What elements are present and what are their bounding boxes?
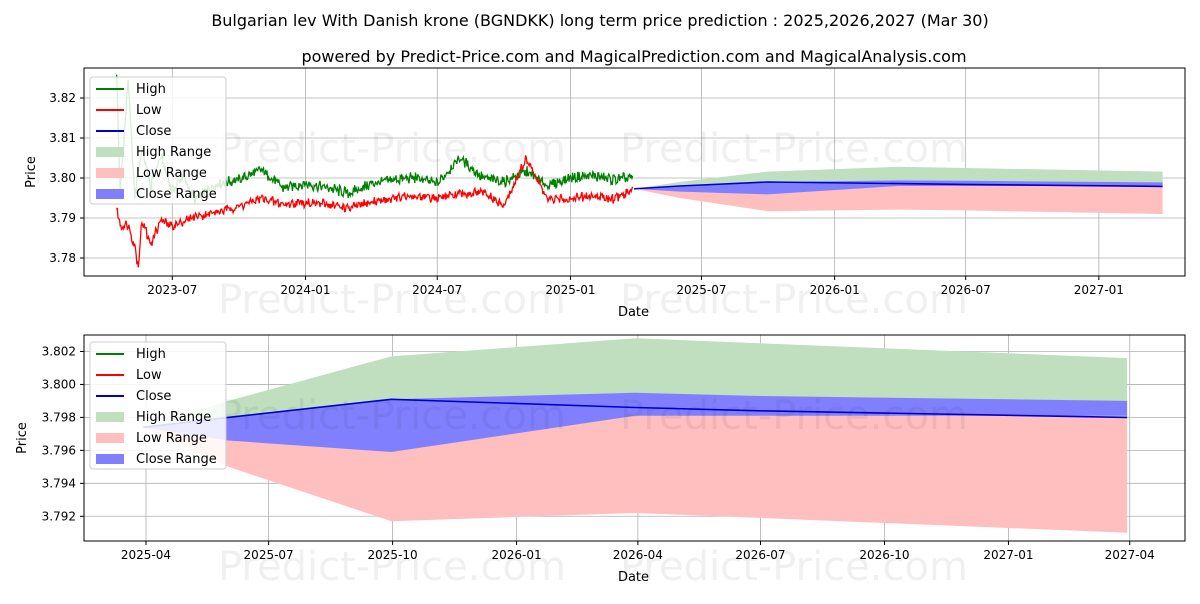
y-tick-label: 3.79 [49, 211, 76, 225]
legend-label-low-range: Low Range [136, 166, 207, 181]
watermark-text: Predict-Price.com [218, 393, 566, 439]
legend-label-close-range: Close Range [136, 452, 217, 467]
x-tick-label: 2025-04 [121, 548, 171, 562]
x-tick-label: 2027-01 [983, 548, 1033, 562]
watermark-text: Predict-Price.com [620, 277, 968, 323]
plot-area [143, 338, 1128, 533]
legend-label-low: Low [136, 368, 162, 383]
chart-subtitle: powered by Predict-Price.com and Magical… [301, 47, 966, 66]
x-axis-label: Date [618, 570, 649, 585]
y-axis-label: Price [15, 422, 30, 454]
legend-swatch-close-range [96, 189, 124, 199]
legend-label-high-range: High Range [136, 410, 211, 425]
watermark-text: Predict-Price.com [620, 393, 968, 439]
legend-swatch-low-range [96, 433, 124, 443]
x-tick-label: 2024-07 [412, 283, 462, 297]
watermark-text: Predict-Price.com [218, 544, 566, 590]
legend-label-low: Low [136, 103, 162, 118]
forecast-detail-panel: Predict-Price.com Predict-Price.com Predic… [15, 334, 1186, 590]
x-tick-label: 2026-04 [613, 548, 663, 562]
axes: 2025-04 2025-07 2025-10 2026-01 2026-04 2026-… [15, 344, 1155, 585]
y-tick-label: 3.80 [49, 171, 76, 185]
close-range-area [143, 392, 1128, 452]
x-tick-label: 2026-10 [859, 548, 909, 562]
legend-swatch-high-range [96, 412, 124, 422]
legend-label-close: Close [136, 389, 171, 404]
axes-frame [83, 334, 1186, 542]
x-tick-label: 2027-04 [1105, 548, 1155, 562]
x-tick-label: 2026-01 [810, 283, 860, 297]
legend-label-high: High [136, 82, 166, 97]
y-tick-label: 3.794 [42, 476, 76, 490]
axes: 2023-07 2024-01 2024-07 2025-01 2025-07 2026-… [24, 91, 1124, 320]
history-forecast-panel: Predict-Price.com Predict-Price.com Predic… [24, 67, 1186, 323]
y-tick-label: 3.82 [49, 91, 76, 105]
low-line [115, 155, 634, 268]
legend-swatch-close-range [96, 454, 124, 464]
legend: High Low Close High Range Low Range Close Ran… [89, 341, 227, 470]
legend: High Low Close High Range Low Range Close Ran… [89, 76, 227, 205]
y-tick-label: 3.81 [49, 131, 76, 145]
y-tick-label: 3.792 [42, 509, 76, 523]
plot-area [115, 74, 1163, 268]
y-tick-label: 3.798 [42, 410, 76, 424]
y-tick-label: 3.800 [42, 377, 76, 391]
x-tick-label: 2027-01 [1074, 283, 1124, 297]
watermark-text: Predict-Price.com [620, 544, 968, 590]
watermark-text: Predict-Price.com [218, 126, 566, 172]
close-line [634, 181, 1163, 190]
watermark: Predict-Price.com Predict-Price.com Predic… [218, 126, 968, 323]
watermark: Predict-Price.com Predict-Price.com Predic… [218, 393, 968, 590]
x-tick-label: 2026-01 [492, 548, 542, 562]
legend-label-high-range: High Range [136, 145, 211, 160]
close-range-area [634, 180, 1163, 195]
axes-frame [83, 67, 1186, 277]
x-tick-label: 2025-07 [244, 548, 294, 562]
x-tick-label: 2026-07 [941, 283, 991, 297]
watermark-text: Predict-Price.com [620, 126, 968, 172]
watermark-text: Predict-Price.com [218, 277, 566, 323]
legend-swatch-low-range [96, 168, 124, 178]
y-tick-label: 3.796 [42, 443, 76, 457]
x-axis-label: Date [618, 305, 649, 320]
y-tick-label: 3.78 [49, 251, 76, 265]
chart-title: Bulgarian lev With Danish krone (BGNDKK)… [211, 11, 988, 30]
legend-label-close-range: Close Range [136, 187, 217, 202]
y-axis-label: Price [24, 156, 39, 188]
x-tick-label: 2025-10 [368, 548, 418, 562]
x-tick-label: 2026-07 [735, 548, 785, 562]
legend-swatch-high-range [96, 147, 124, 157]
x-tick-label: 2025-01 [545, 283, 595, 297]
x-tick-label: 2023-07 [147, 283, 197, 297]
y-tick-label: 3.802 [42, 344, 76, 358]
x-tick-label: 2024-01 [280, 283, 330, 297]
legend-label-low-range: Low Range [136, 431, 207, 446]
legend-label-high: High [136, 347, 166, 362]
x-tick-label: 2025-07 [676, 283, 726, 297]
legend-label-close: Close [136, 124, 171, 139]
